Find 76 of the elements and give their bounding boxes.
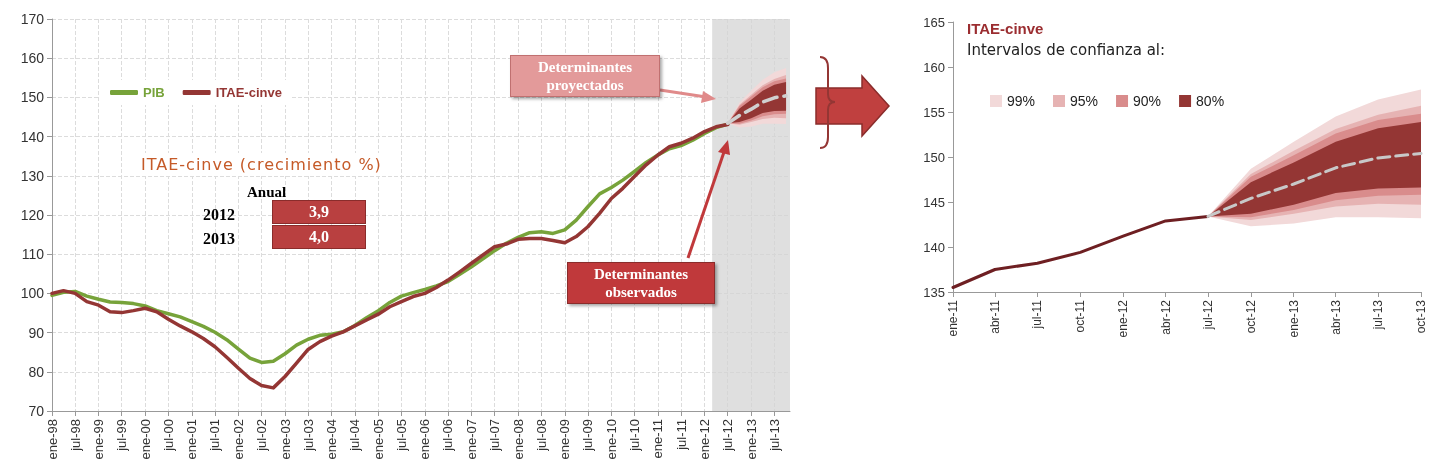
- x-tick-label: ene-98: [44, 419, 60, 460]
- x-tick-label: ene-11: [946, 299, 960, 337]
- x-tick-label: jul-06: [440, 419, 456, 452]
- x-tick-label: ene-13: [743, 419, 759, 460]
- x-tick-label: ene-02: [230, 419, 246, 460]
- y-tick-label: 110: [21, 246, 45, 263]
- legend-label: 95%: [1070, 93, 1099, 109]
- y-tick-label: 80: [28, 363, 45, 380]
- x-tick-label: jul-07: [487, 419, 503, 452]
- x-tick-label: ene-06: [417, 419, 433, 460]
- x-tick-label: jul-05: [393, 419, 409, 452]
- x-tick-label: jul-11: [1030, 299, 1045, 330]
- x-tick-label: jul-98: [67, 419, 83, 452]
- y-tick-label: 160: [20, 50, 45, 67]
- y-tick-label: 120: [20, 207, 45, 223]
- x-tick-label: jul-13: [1371, 299, 1386, 331]
- y-tick-label: 145: [923, 194, 945, 210]
- legend-label: PIB: [143, 85, 165, 100]
- y-tick-label: 100: [20, 285, 45, 302]
- x-tick-label: jul-02: [254, 419, 270, 452]
- line-series: [1206, 151, 1423, 218]
- x-tick-label: ene-08: [510, 419, 526, 460]
- legend-label: 90%: [1133, 93, 1162, 109]
- x-tick-label: ene-05: [370, 419, 386, 460]
- x-tick-label: ene-12: [1116, 299, 1131, 338]
- x-tick-label: abr-13: [1328, 299, 1343, 335]
- x-tick-label: ene-10: [603, 419, 619, 460]
- legend-label: ITAE-cinve: [215, 85, 282, 100]
- x-tick-label: ene-00: [137, 419, 153, 460]
- annotation: 2012: [203, 206, 235, 224]
- x-tick-label: jul-01: [207, 419, 223, 452]
- x-tick-label: jul-03: [300, 419, 316, 452]
- text: Intervalos de confianza al:: [967, 40, 1166, 59]
- y-tick-label: 70: [28, 403, 45, 419]
- y-tick-label: 140: [20, 128, 45, 145]
- y-tick-label: 140: [923, 239, 945, 255]
- x-tick-label: jul-99: [114, 419, 130, 452]
- x-tick-label: abr-12: [1158, 299, 1173, 335]
- x-tick-label: jul-13: [766, 419, 782, 452]
- chart-title: ITAE-cinve: [967, 20, 1044, 37]
- x-tick-label: jul-12: [1200, 299, 1215, 331]
- x-tick-label: ene-03: [277, 419, 293, 460]
- x-tick-label: abr-11: [987, 299, 1002, 334]
- annotation: Anual: [247, 184, 287, 201]
- y-tick-label: 130: [20, 167, 45, 184]
- x-tick-label: oct-12: [1243, 299, 1258, 334]
- y-tick-label: 165: [923, 14, 945, 30]
- x-tick-label: ene-99: [91, 419, 107, 460]
- line-series: [951, 214, 1210, 289]
- y-tick-label: 90: [28, 324, 45, 341]
- x-tick-label: jul-00: [160, 419, 176, 452]
- x-tick-label: ene-11: [650, 419, 666, 459]
- x-tick-label: jul-04: [347, 419, 363, 452]
- x-tick-label: ene-01: [184, 419, 200, 460]
- x-tick-label: ene-04: [324, 419, 340, 460]
- x-tick-label: jul-09: [580, 419, 596, 452]
- x-tick-label: ene-07: [463, 419, 479, 460]
- x-tick-label: oct-13: [1414, 299, 1428, 334]
- y-tick-label: 150: [20, 89, 45, 106]
- x-tick-label: ene-13: [1286, 299, 1301, 338]
- annotation: ITAE-cinve (crecimiento %): [135, 153, 388, 176]
- y-tick-label: 155: [923, 104, 945, 120]
- legend-label: 99%: [1007, 93, 1036, 109]
- y-tick-label: 160: [923, 59, 945, 75]
- y-tick-label: 135: [923, 284, 945, 300]
- legend-label: 80%: [1196, 93, 1225, 109]
- y-tick-label: 150: [923, 149, 945, 165]
- y-tick-label: 170: [20, 11, 45, 27]
- x-tick-label: ene-09: [557, 419, 573, 460]
- x-tick-label: ene-12: [697, 419, 712, 460]
- x-tick-label: jul-11: [673, 419, 689, 451]
- x-tick-label: oct-11: [1073, 299, 1088, 333]
- annotation: 2013: [203, 230, 235, 248]
- x-tick-label: jul-12: [720, 419, 736, 452]
- x-tick-label: jul-08: [533, 419, 549, 452]
- x-tick-label: jul-10: [626, 419, 642, 452]
